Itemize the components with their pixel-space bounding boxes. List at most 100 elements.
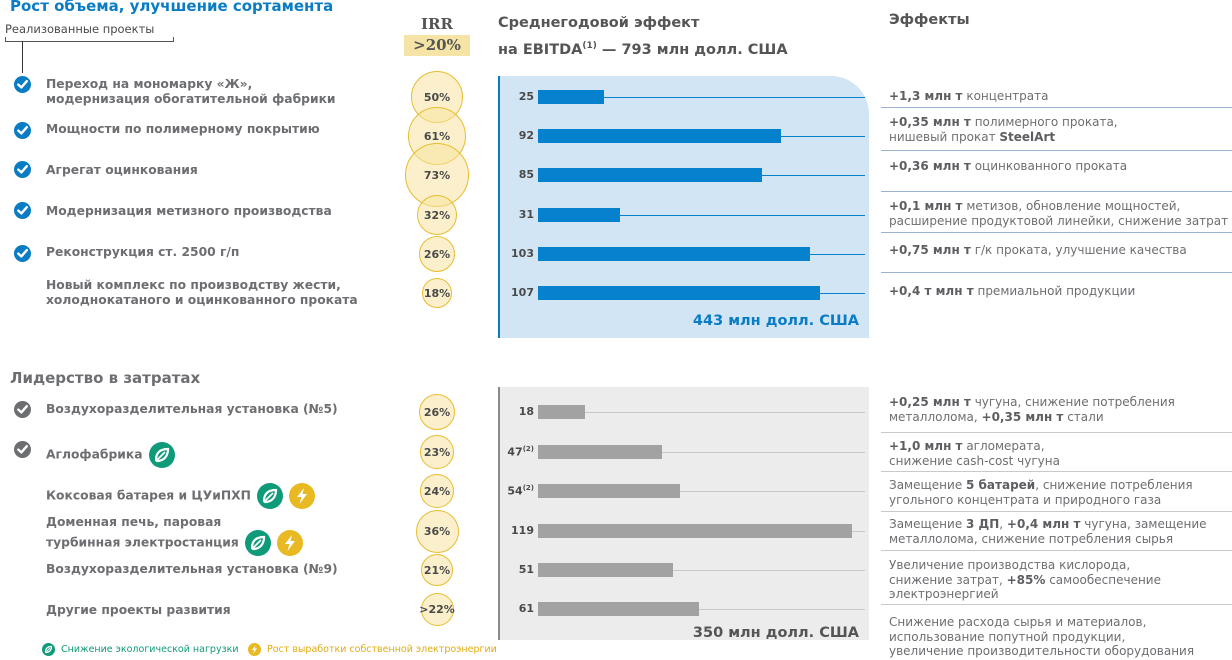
bar-leader-line (820, 293, 865, 294)
bar (538, 602, 699, 616)
effect-text: Замещение (889, 517, 967, 531)
effect-text: снижение затрат, (889, 572, 1007, 587)
lightning-icon (276, 530, 303, 556)
project-name: Агрегат оцинкования (46, 163, 198, 178)
ebitda-header: Среднегодовой эффект на EBITDA(1) — 793 … (498, 12, 788, 62)
realized-bracket (5, 37, 174, 42)
bar (538, 208, 620, 222)
bar-leader-line (699, 609, 865, 610)
irr-bubble: 21% (421, 554, 453, 586)
effects-header: Эффекты (889, 12, 970, 28)
bar (538, 286, 820, 300)
effect-separator (881, 604, 1232, 605)
effect-separator (881, 511, 1232, 512)
bar (538, 247, 810, 261)
effect-text: электроэнергией (889, 587, 999, 601)
bar (538, 445, 662, 459)
project-name-text: Агрегат оцинкования (46, 163, 198, 177)
project-name-line: модернизация обогатительной фабрики (46, 92, 336, 107)
project-name-line: Модернизация метизного производства (46, 204, 332, 219)
project-name: Переход на мономарку «Ж», модернизация об… (46, 77, 336, 107)
bar-leader-line (585, 412, 865, 413)
ebitda-header-line1: Среднегодовой эффект (498, 15, 700, 31)
effect-highlight: +1,3 млн т (889, 89, 963, 103)
effect-text: расширение продуктовой линейки, снижение… (889, 213, 1229, 228)
bar-footnote: (2) (522, 445, 534, 453)
project-name-line: турбинная электростанция (46, 530, 303, 556)
effect-description: Увеличение производства кислорода, снижен… (889, 558, 1232, 602)
effect-text: , (999, 517, 1007, 531)
project-name-line: Воздухоразделительная установка (№5) (46, 402, 338, 417)
effect-text: полимерного проката, (970, 115, 1118, 129)
effect-highlight: SteelArt (999, 129, 1056, 144)
effect-highlight: 3 ДП (966, 517, 1000, 531)
legend-eco: Снижение экологической нагрузки (42, 643, 239, 656)
bar-leader-line (680, 491, 865, 492)
effect-text: самообеспечение (1045, 572, 1161, 587)
project-name-text: Мощности по полимерному покрытию (46, 122, 320, 136)
project-name-text: Воздухоразделительная установка (№9) (46, 562, 338, 576)
project-name-line: Другие проекты развития (46, 603, 231, 618)
project-name: Мощности по полимерному покрытию (46, 122, 320, 137)
effect-separator (881, 191, 1232, 192)
bar (538, 168, 762, 182)
project-name: Реконструкция ст. 2500 г/п (46, 245, 239, 260)
effect-text: увеличение производительности оборудован… (889, 644, 1195, 658)
leaf-icon (42, 643, 55, 656)
bar-leader-line (762, 175, 865, 176)
bar-leader-line (620, 215, 865, 216)
effect-highlight: +0,36 млн т (889, 159, 971, 173)
effect-text: агломерата, (962, 439, 1045, 453)
irr-bubble: 23% (420, 435, 454, 469)
bar-leader-line (852, 531, 865, 532)
realized-bracket-stem (22, 41, 23, 73)
irr-header: IRR >20% (404, 14, 470, 56)
effect-text: угольного концентрата и природного газа (889, 492, 1162, 507)
lightning-icon (288, 483, 315, 509)
check-icon (14, 202, 31, 219)
effect-separator (881, 432, 1232, 433)
leaf-icon (256, 483, 283, 509)
effect-text: г/к проката, улучшение качества (970, 243, 1187, 257)
bar-value-label: 92 (518, 129, 534, 142)
bar (538, 563, 673, 577)
project-name-line: Реконструкция ст. 2500 г/п (46, 245, 239, 260)
bar (538, 405, 585, 419)
irr-bubble: 18% (422, 278, 452, 308)
effect-description: +0,36 млн т оцинкованного проката (889, 159, 1232, 174)
check-icon (14, 76, 31, 93)
project-name-line: Воздухоразделительная установка (№9) (46, 562, 338, 577)
bar-value-label: 85 (518, 168, 534, 181)
project-name-text: холоднокатаного и оцинкованного проката (46, 293, 358, 307)
project-name: Модернизация метизного производства (46, 204, 332, 219)
effect-highlight: +0,1 млн т (889, 199, 963, 213)
effect-highlight: +0,75 млн т (889, 243, 971, 257)
check-icon (14, 122, 31, 139)
effect-description: +1,0 млн т агломерата, снижение cash-cost… (889, 439, 1232, 468)
ebitda-footnote: (1) (582, 41, 597, 51)
irr-bubble: 24% (420, 474, 454, 508)
effect-highlight: +85% (1006, 572, 1046, 587)
project-name-line: Переход на мономарку «Ж», (46, 77, 336, 92)
bar-value-label: 61 (518, 602, 534, 615)
project-name-text: Модернизация метизного производства (46, 204, 332, 218)
section-title-cost-leadership: Лидерство в затратах (10, 369, 201, 387)
effect-text: концентрата (962, 89, 1049, 103)
project-name-line: Доменная печь, паровая (46, 515, 303, 530)
bar (538, 90, 604, 104)
project-name: Другие проекты развития (46, 603, 231, 618)
project-name-text: Доменная печь, паровая (46, 515, 222, 529)
realized-projects-label: Реализованные проекты (5, 22, 155, 36)
chart-panel-cost (498, 387, 869, 640)
bar-leader-line (810, 254, 865, 255)
leaf-icon (148, 442, 175, 468)
project-name-text: модернизация обогатительной фабрики (46, 92, 336, 106)
bar-value-label: 51 (518, 563, 534, 576)
project-name-text: Аглофабрика (46, 447, 143, 462)
effect-description: +0,75 млн т г/к проката, улучшение качес… (889, 243, 1232, 258)
effect-highlight: +0,25 млн т (889, 395, 971, 409)
bar-leader-line (604, 97, 865, 98)
legend-eco-label: Снижение экологической нагрузки (61, 644, 239, 655)
effect-highlight: +0,4 т млн т (889, 284, 974, 298)
effect-description: Замещение 3 ДП, +0,4 млн т чугуна, замещ… (889, 517, 1232, 546)
